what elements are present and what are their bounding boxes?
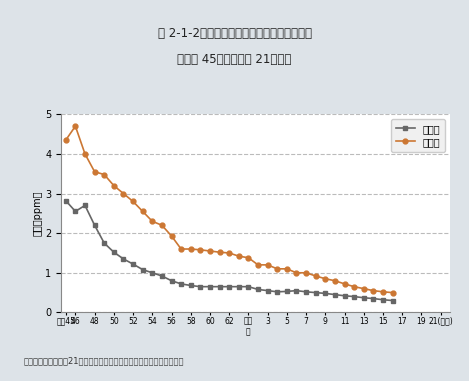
- 自排局: [332, 279, 338, 283]
- 一般局: [169, 279, 174, 283]
- 一般局: [92, 223, 98, 227]
- 一般局: [101, 241, 107, 245]
- 一般局: [150, 271, 155, 275]
- 自排局: [294, 271, 299, 275]
- 自排局: [217, 250, 222, 255]
- 自排局: [82, 152, 88, 156]
- 自排局: [303, 271, 309, 275]
- 自排局: [121, 191, 126, 196]
- 自排局: [255, 263, 261, 267]
- 自排局: [274, 267, 280, 271]
- 一般局: [188, 283, 194, 288]
- 自排局: [284, 267, 290, 271]
- 自排局: [92, 170, 98, 174]
- 一般局: [82, 203, 88, 208]
- 一般局: [140, 267, 145, 272]
- 自排局: [178, 247, 184, 251]
- 一般局: [342, 293, 348, 298]
- 自排局: [342, 282, 348, 286]
- 一般局: [323, 291, 328, 296]
- 一般局: [217, 284, 222, 289]
- 自排局: [197, 248, 203, 252]
- 自排局: [227, 251, 232, 255]
- 一般局: [207, 284, 213, 289]
- 一般局: [390, 298, 395, 303]
- Line: 自排局: 自排局: [63, 124, 395, 295]
- 自排局: [169, 234, 174, 238]
- 自排局: [390, 290, 395, 295]
- 自排局: [265, 263, 271, 267]
- 自排局: [371, 288, 376, 293]
- 一般局: [111, 250, 117, 255]
- 一般局: [73, 209, 78, 214]
- Line: 一般局: 一般局: [63, 198, 395, 303]
- 自排局: [313, 274, 318, 278]
- 一般局: [197, 284, 203, 289]
- 一般局: [294, 288, 299, 293]
- 一般局: [121, 257, 126, 261]
- 自排局: [246, 255, 251, 260]
- 一般局: [227, 284, 232, 289]
- 一般局: [265, 288, 271, 293]
- Text: 資料：環境省「平成21年度大気汚染状況について（報道発表資料）」: 資料：環境省「平成21年度大気汚染状況について（報道発表資料）」: [23, 357, 184, 366]
- Text: 図 2-1-2　一酸化炭素濃度の年平均値の推移: 図 2-1-2 一酸化炭素濃度の年平均値の推移: [158, 27, 311, 40]
- Text: （昭和 45年度〜平成 21年度）: （昭和 45年度〜平成 21年度）: [177, 53, 292, 66]
- 一般局: [274, 290, 280, 294]
- 一般局: [246, 284, 251, 289]
- 自排局: [140, 209, 145, 214]
- 自排局: [159, 223, 165, 227]
- 自排局: [236, 254, 242, 258]
- 一般局: [361, 296, 367, 300]
- 一般局: [284, 289, 290, 294]
- 自排局: [323, 277, 328, 281]
- 一般局: [313, 290, 318, 295]
- 一般局: [380, 298, 386, 302]
- 一般局: [236, 284, 242, 289]
- 自排局: [101, 172, 107, 177]
- 自排局: [361, 287, 367, 291]
- 自排局: [207, 249, 213, 253]
- 自排局: [63, 138, 68, 142]
- 一般局: [303, 290, 309, 294]
- 一般局: [159, 274, 165, 278]
- 一般局: [178, 282, 184, 286]
- 一般局: [255, 287, 261, 292]
- 自排局: [351, 284, 357, 289]
- 自排局: [150, 219, 155, 224]
- 一般局: [351, 294, 357, 299]
- 自排局: [111, 183, 117, 188]
- 自排局: [73, 124, 78, 128]
- 一般局: [63, 199, 68, 203]
- Legend: 一般局, 自排局: 一般局, 自排局: [391, 119, 446, 152]
- 自排局: [380, 290, 386, 294]
- 一般局: [130, 262, 136, 266]
- 一般局: [332, 292, 338, 297]
- 自排局: [130, 199, 136, 204]
- 自排局: [188, 247, 194, 251]
- Y-axis label: 濃度（ppm）: 濃度（ppm）: [32, 190, 42, 236]
- 一般局: [371, 296, 376, 301]
